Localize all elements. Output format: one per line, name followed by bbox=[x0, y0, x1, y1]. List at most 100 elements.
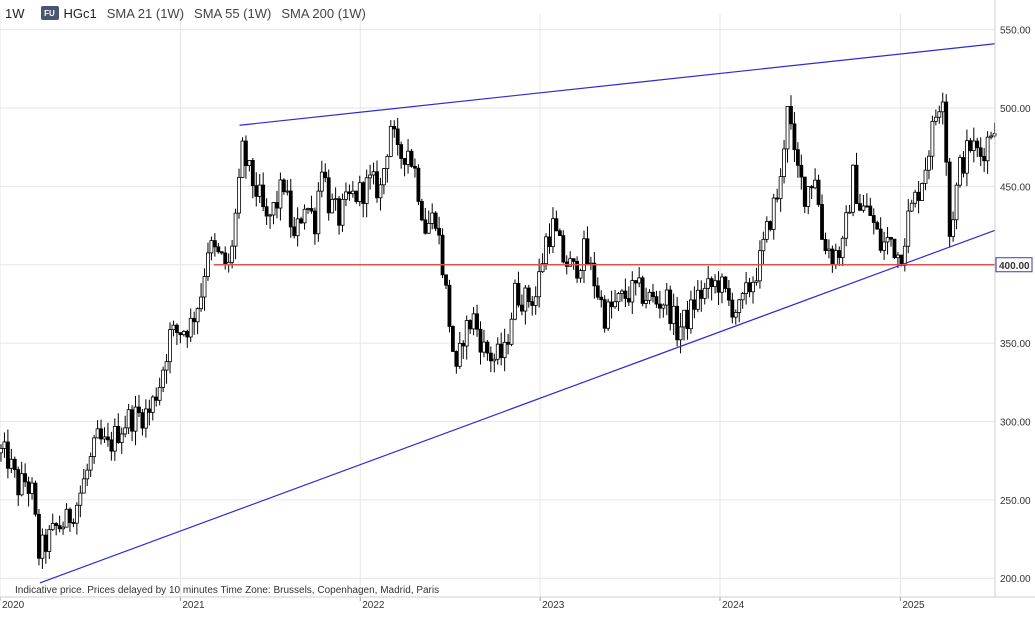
candle-body bbox=[537, 271, 542, 298]
candle-body bbox=[575, 261, 579, 279]
candle bbox=[920, 182, 924, 201]
symbol-label[interactable]: HGc1 bbox=[63, 5, 97, 21]
candle bbox=[261, 172, 266, 212]
candle-body bbox=[737, 299, 742, 313]
candle bbox=[488, 346, 493, 373]
candle bbox=[212, 233, 217, 257]
candle bbox=[709, 276, 714, 301]
candle bbox=[664, 282, 669, 316]
candle bbox=[223, 246, 228, 270]
candle bbox=[409, 149, 414, 168]
candle-body bbox=[675, 305, 680, 341]
candle bbox=[147, 399, 152, 426]
indicator-sma-21[interactable]: SMA 21 (1W) bbox=[106, 5, 185, 21]
candle bbox=[450, 325, 455, 353]
candle bbox=[357, 175, 362, 207]
candle-body bbox=[285, 190, 290, 193]
candle bbox=[344, 182, 348, 207]
candle bbox=[582, 230, 586, 284]
y-tick-label: 300.00 bbox=[1000, 417, 1031, 428]
candle bbox=[595, 277, 600, 300]
candle bbox=[150, 395, 155, 421]
candle-body bbox=[323, 171, 328, 179]
candle bbox=[706, 266, 711, 299]
candle bbox=[74, 502, 79, 535]
candle-body bbox=[837, 250, 842, 258]
candle-body bbox=[982, 156, 987, 162]
candle-body bbox=[271, 202, 276, 216]
candle bbox=[340, 193, 345, 232]
candle-body bbox=[278, 179, 283, 209]
candle bbox=[878, 217, 883, 253]
candle-body bbox=[740, 293, 745, 301]
candle bbox=[464, 315, 469, 360]
candle-body bbox=[71, 522, 76, 524]
candle bbox=[740, 292, 745, 309]
candle-body bbox=[599, 296, 604, 301]
candle-body bbox=[978, 147, 983, 157]
candle bbox=[168, 322, 172, 374]
candle-body bbox=[685, 309, 690, 330]
x-tick-label: 2023 bbox=[542, 600, 565, 611]
candle-body bbox=[95, 428, 100, 439]
candle-body bbox=[864, 205, 869, 208]
candle-body bbox=[547, 236, 552, 248]
candle bbox=[951, 211, 956, 242]
candle bbox=[609, 290, 614, 319]
candle-body bbox=[388, 126, 393, 157]
candle-body bbox=[985, 136, 990, 162]
candle-body bbox=[230, 245, 235, 263]
candle bbox=[64, 503, 69, 528]
candle-body bbox=[237, 176, 241, 214]
candle bbox=[616, 292, 621, 312]
candle-body bbox=[540, 263, 545, 273]
candle bbox=[257, 174, 262, 203]
candle bbox=[554, 210, 559, 232]
candle bbox=[375, 160, 379, 203]
candle-body bbox=[968, 140, 973, 151]
candle bbox=[695, 280, 700, 313]
y-tick-label: 550.00 bbox=[1000, 26, 1031, 37]
candle bbox=[561, 230, 566, 264]
indicator-sma-200[interactable]: SMA 200 (1W) bbox=[281, 5, 366, 21]
candle-body bbox=[61, 526, 65, 530]
candle bbox=[630, 271, 635, 314]
candle bbox=[599, 290, 604, 308]
candle bbox=[413, 158, 417, 178]
candle bbox=[471, 306, 476, 336]
candle bbox=[657, 290, 662, 319]
candle bbox=[971, 127, 976, 163]
candle-body bbox=[154, 396, 159, 401]
candle bbox=[26, 476, 31, 507]
candle bbox=[799, 154, 804, 190]
candle-body bbox=[699, 289, 704, 299]
candle-body bbox=[406, 150, 410, 165]
timeframe-selector[interactable]: 1W bbox=[5, 5, 25, 21]
candle bbox=[47, 525, 52, 560]
candle-body bbox=[106, 436, 110, 441]
candle bbox=[88, 452, 93, 477]
candle-body bbox=[2, 441, 7, 449]
candle bbox=[181, 330, 186, 337]
candle bbox=[602, 295, 607, 333]
candle bbox=[671, 293, 676, 336]
candle-body bbox=[733, 312, 738, 318]
candle bbox=[426, 210, 431, 235]
candle-body bbox=[357, 182, 362, 202]
candle bbox=[747, 277, 752, 298]
candle bbox=[692, 286, 697, 319]
indicator-sma-55[interactable]: SMA 55 (1W) bbox=[194, 5, 272, 21]
candle bbox=[233, 208, 238, 260]
candle-body bbox=[844, 212, 849, 239]
candle-body bbox=[92, 437, 97, 457]
candle bbox=[126, 403, 131, 434]
candle bbox=[975, 137, 980, 158]
candle-body bbox=[758, 250, 762, 282]
candle bbox=[0, 444, 3, 462]
candle-body bbox=[478, 328, 483, 353]
candle bbox=[437, 216, 442, 245]
candle bbox=[944, 94, 949, 176]
candle bbox=[109, 431, 114, 461]
candle bbox=[157, 377, 162, 406]
